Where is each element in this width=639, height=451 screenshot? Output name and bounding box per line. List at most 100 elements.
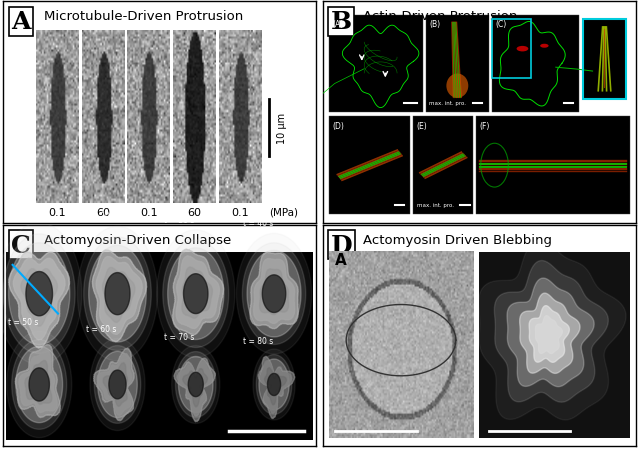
Polygon shape <box>265 368 286 405</box>
Text: t = 10 s: t = 10 s <box>8 207 38 216</box>
Text: 0.1: 0.1 <box>49 207 66 217</box>
Text: t = 20 s: t = 20 s <box>86 212 116 221</box>
Text: 10 μm: 10 μm <box>277 113 287 144</box>
Text: (E): (E) <box>417 122 427 131</box>
Ellipse shape <box>447 74 468 99</box>
Text: Actin-Driven Protrusion: Actin-Driven Protrusion <box>364 10 518 23</box>
Text: (C): (C) <box>495 20 506 29</box>
Polygon shape <box>84 237 151 351</box>
Bar <box>413 117 473 214</box>
Text: B: B <box>330 10 351 34</box>
Text: t = 40 s: t = 40 s <box>243 219 273 228</box>
Polygon shape <box>26 272 52 316</box>
Polygon shape <box>98 352 137 418</box>
Text: max. int. pro.: max. int. pro. <box>429 101 466 106</box>
Polygon shape <box>13 259 65 340</box>
Polygon shape <box>89 246 146 342</box>
Polygon shape <box>242 243 305 345</box>
Polygon shape <box>268 373 281 396</box>
Ellipse shape <box>516 47 528 52</box>
Polygon shape <box>174 358 215 422</box>
Bar <box>476 117 629 214</box>
Bar <box>583 20 626 100</box>
Polygon shape <box>520 294 580 373</box>
Polygon shape <box>236 234 312 354</box>
Text: A: A <box>11 10 31 34</box>
Polygon shape <box>259 359 289 410</box>
Polygon shape <box>507 278 594 387</box>
Bar <box>329 117 410 214</box>
Text: 60: 60 <box>187 207 201 217</box>
Bar <box>6 252 313 440</box>
Polygon shape <box>183 369 208 407</box>
Polygon shape <box>167 248 224 340</box>
Polygon shape <box>90 339 145 431</box>
Text: (B): (B) <box>429 20 440 29</box>
Polygon shape <box>102 268 135 323</box>
Polygon shape <box>3 235 75 354</box>
Polygon shape <box>258 357 295 419</box>
Polygon shape <box>259 269 289 315</box>
Text: (D): (D) <box>332 122 344 131</box>
Text: Actomyosin Driven Blebbing: Actomyosin Driven Blebbing <box>364 233 552 246</box>
Polygon shape <box>21 269 58 327</box>
Polygon shape <box>189 373 203 397</box>
Ellipse shape <box>540 45 549 49</box>
Polygon shape <box>0 223 82 365</box>
Text: (A): (A) <box>332 20 343 29</box>
Polygon shape <box>94 349 134 421</box>
Bar <box>329 15 423 113</box>
Text: t = 80 s: t = 80 s <box>243 336 273 345</box>
Polygon shape <box>6 331 72 437</box>
Polygon shape <box>247 251 301 337</box>
Polygon shape <box>9 253 70 348</box>
Text: t = 70 s: t = 70 s <box>164 332 195 341</box>
Polygon shape <box>176 352 216 418</box>
Polygon shape <box>96 257 142 335</box>
Text: A: A <box>335 252 347 267</box>
Polygon shape <box>172 346 220 423</box>
Polygon shape <box>94 346 141 423</box>
Bar <box>329 252 473 437</box>
Text: 60: 60 <box>96 207 110 217</box>
Text: 0.1: 0.1 <box>140 207 158 217</box>
Polygon shape <box>15 345 60 418</box>
Bar <box>583 20 626 100</box>
Polygon shape <box>183 274 208 314</box>
Polygon shape <box>250 253 298 329</box>
Polygon shape <box>253 349 295 420</box>
Polygon shape <box>163 240 229 348</box>
Polygon shape <box>529 306 569 363</box>
Polygon shape <box>93 250 146 342</box>
Text: Microtubule-Driven Protrusion: Microtubule-Driven Protrusion <box>44 10 243 23</box>
Bar <box>492 15 580 113</box>
Text: Actomyosin-Driven Collapse: Actomyosin-Driven Collapse <box>44 233 231 246</box>
Text: (MPa): (MPa) <box>270 207 298 217</box>
Polygon shape <box>256 355 292 414</box>
Bar <box>479 252 629 437</box>
Polygon shape <box>77 227 158 361</box>
Text: t = 30 s: t = 30 s <box>164 215 195 224</box>
Polygon shape <box>495 261 608 402</box>
Polygon shape <box>261 361 291 414</box>
Polygon shape <box>25 361 52 405</box>
Polygon shape <box>104 363 128 406</box>
Polygon shape <box>176 256 219 329</box>
Polygon shape <box>178 357 213 413</box>
Polygon shape <box>97 354 132 415</box>
Polygon shape <box>182 267 212 318</box>
Polygon shape <box>12 340 66 429</box>
Text: 0.1: 0.1 <box>231 207 249 217</box>
Text: (F): (F) <box>479 122 489 131</box>
Text: t = 60 s: t = 60 s <box>86 325 116 334</box>
Polygon shape <box>254 259 295 324</box>
Text: t = 50 s: t = 50 s <box>8 317 38 326</box>
Polygon shape <box>479 241 626 420</box>
Text: D: D <box>330 233 352 257</box>
Bar <box>426 15 489 113</box>
Polygon shape <box>535 316 562 354</box>
Polygon shape <box>8 243 70 345</box>
Polygon shape <box>177 362 212 416</box>
Polygon shape <box>29 368 49 401</box>
Polygon shape <box>109 370 126 399</box>
